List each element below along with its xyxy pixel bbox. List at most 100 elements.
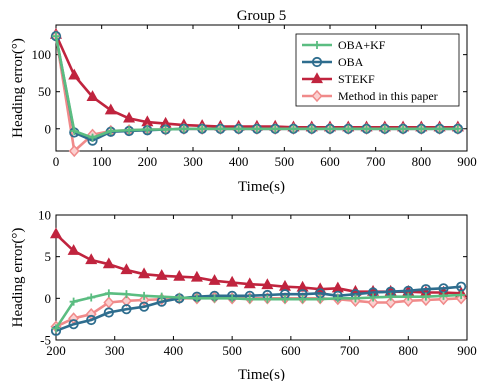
data-point — [67, 244, 80, 255]
data-point — [102, 257, 115, 269]
data-point — [457, 291, 466, 299]
data-point — [404, 292, 413, 301]
data-point — [138, 301, 150, 312]
data-point — [69, 297, 78, 306]
data-point — [456, 281, 467, 292]
y-tick-label: 10 — [38, 208, 51, 223]
data-point — [106, 126, 115, 135]
data-point — [252, 124, 261, 133]
series-oba — [50, 281, 467, 336]
y-tick-label: 100 — [32, 47, 52, 62]
data-point — [104, 289, 113, 298]
legend-entry: OBA+KF — [338, 38, 386, 52]
data-point — [271, 124, 280, 133]
data-point — [68, 144, 80, 158]
y-tick-label: 0 — [45, 291, 52, 306]
x-tick-label: 0 — [53, 154, 60, 169]
data-point — [103, 307, 114, 318]
data-point — [122, 290, 131, 299]
data-point — [104, 103, 117, 115]
legend-entry: OBA — [338, 55, 364, 69]
x-tick-label: 600 — [320, 154, 340, 169]
data-point — [88, 133, 97, 142]
x-tick-label: 800 — [399, 343, 419, 358]
data-point — [344, 124, 353, 133]
data-point — [243, 277, 256, 289]
data-point — [138, 267, 151, 279]
x-tick-label: 200 — [138, 154, 158, 169]
x-tick-label: 400 — [164, 343, 184, 358]
data-point — [140, 291, 149, 300]
data-point — [280, 295, 289, 304]
data-point — [198, 124, 207, 133]
data-point — [121, 304, 132, 315]
x-tick-label: 100 — [92, 154, 112, 169]
chart-title: Group 5 — [237, 8, 287, 24]
y-axis-label: Heading error(°) — [10, 38, 26, 138]
x-axis-label: Time(s) — [238, 367, 285, 381]
y-axis-label: Heading error(°) — [10, 228, 26, 328]
x-tick-label: 300 — [105, 343, 125, 358]
series-line — [55, 233, 462, 295]
series-oba-kf — [52, 289, 466, 333]
data-point — [192, 294, 201, 303]
data-point — [234, 124, 243, 133]
data-point — [52, 32, 60, 41]
data-point — [157, 292, 166, 301]
data-point — [210, 294, 219, 303]
data-point — [85, 253, 98, 265]
x-tick-label: 800 — [412, 154, 432, 169]
x-tick-label: 700 — [366, 154, 386, 169]
x-tick-label: 200 — [46, 343, 66, 358]
data-point — [179, 124, 188, 133]
y-tick-label: 50 — [38, 84, 51, 99]
data-point — [298, 295, 307, 304]
plot-1: 0 100 200 300 400 500 600 700 800 900 0 50 100 Group … — [10, 8, 477, 195]
x-tick-label: 900 — [457, 343, 477, 358]
plot-frame — [55, 24, 468, 152]
data-point — [228, 294, 237, 303]
series-oba-kf — [52, 32, 462, 142]
data-point — [155, 269, 168, 280]
data-point — [125, 126, 134, 135]
series-line — [55, 285, 462, 333]
data-point — [120, 263, 133, 275]
x-tick-label: 300 — [183, 154, 203, 169]
data-point — [362, 124, 371, 133]
data-point — [421, 292, 430, 301]
legend-swatch-marker — [311, 56, 323, 68]
data-point — [123, 111, 136, 123]
x-tick-label: 900 — [457, 154, 477, 169]
series-stekf — [49, 227, 468, 298]
data-point — [326, 124, 334, 133]
legend: OBA+KF OBA STEKF Method in this paper — [295, 33, 460, 107]
data-point — [296, 280, 309, 292]
legend-swatch-marker — [311, 89, 323, 103]
x-tick-label: 500 — [275, 154, 295, 169]
data-point — [208, 274, 221, 285]
data-point — [68, 68, 81, 80]
data-point — [175, 293, 184, 302]
data-point — [216, 124, 225, 133]
data-point — [386, 292, 395, 301]
x-tick-label: 700 — [340, 343, 360, 358]
data-point — [68, 319, 79, 330]
legend-swatch-marker — [310, 72, 324, 84]
data-point — [86, 90, 99, 101]
data-point — [190, 270, 203, 282]
data-point — [49, 227, 63, 239]
data-point — [435, 124, 444, 133]
data-point — [385, 296, 397, 309]
legend-swatch-marker — [313, 41, 321, 49]
legend-entry: STEKF — [338, 72, 375, 86]
data-point — [261, 278, 274, 290]
data-point — [226, 275, 239, 287]
y-tick-label: 0 — [45, 121, 52, 136]
data-point — [86, 314, 97, 326]
data-point — [289, 124, 298, 133]
x-tick-label: 500 — [222, 343, 242, 358]
x-axis-label: Time(s) — [238, 179, 285, 195]
data-point — [245, 295, 254, 304]
data-point — [367, 296, 379, 309]
